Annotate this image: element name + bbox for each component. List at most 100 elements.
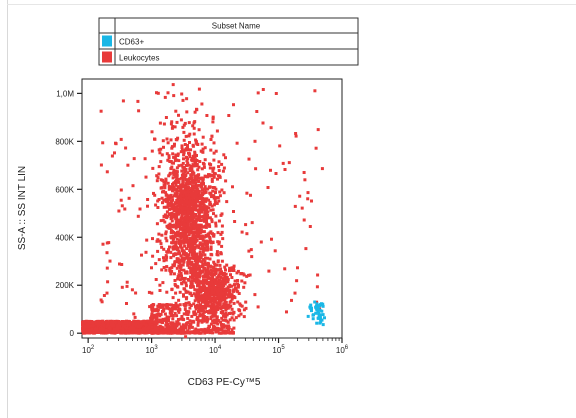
- data-point: [121, 99, 125, 103]
- data-point: [216, 240, 220, 244]
- data-point: [198, 237, 202, 240]
- data-point: [194, 214, 198, 218]
- data-point: [105, 324, 109, 328]
- data-point: [150, 325, 154, 329]
- data-point: [145, 331, 149, 335]
- data-point: [220, 270, 223, 274]
- data-point: [182, 252, 186, 256]
- data-point: [197, 224, 201, 228]
- data-point: [171, 239, 175, 243]
- data-point: [174, 153, 178, 157]
- data-point: [164, 193, 168, 197]
- data-point: [179, 190, 183, 194]
- data-point: [164, 232, 168, 236]
- data-point: [208, 166, 212, 170]
- data-point: [315, 304, 318, 308]
- data-point: [254, 167, 258, 171]
- data-point: [201, 198, 205, 202]
- data-point: [91, 320, 95, 324]
- data-point: [245, 274, 249, 278]
- data-point: [162, 330, 166, 334]
- data-point: [159, 305, 163, 309]
- data-point: [227, 326, 231, 330]
- data-point: [150, 291, 154, 295]
- data-point: [172, 209, 176, 212]
- data-point: [178, 290, 182, 294]
- data-point: [212, 288, 216, 291]
- data-point: [140, 253, 143, 257]
- data-point: [155, 174, 159, 178]
- data-point: [180, 281, 184, 285]
- data-point: [179, 325, 183, 329]
- data-point: [170, 216, 173, 219]
- data-point: [206, 282, 209, 286]
- data-point: [108, 329, 112, 333]
- data-point: [177, 185, 181, 189]
- data-point: [261, 88, 265, 91]
- data-point: [153, 193, 157, 197]
- y-tick-label: 200K: [55, 281, 74, 290]
- data-point: [192, 329, 196, 333]
- data-point: [195, 191, 199, 195]
- data-point: [174, 213, 178, 217]
- data-point: [174, 192, 178, 196]
- data-point: [212, 196, 216, 200]
- data-point: [163, 180, 167, 184]
- data-point: [194, 288, 198, 292]
- data-point: [197, 193, 201, 197]
- data-point: [155, 307, 159, 311]
- data-point: [184, 290, 188, 294]
- data-point: [232, 266, 236, 270]
- data-point: [212, 158, 216, 162]
- data-point: [134, 322, 137, 326]
- data-point: [181, 180, 185, 183]
- data-point: [179, 183, 183, 187]
- data-point: [223, 324, 226, 328]
- data-point: [161, 281, 165, 285]
- data-point: [220, 230, 224, 234]
- data-point: [197, 259, 201, 263]
- data-point: [233, 279, 237, 283]
- data-point: [191, 249, 195, 253]
- data-point: [213, 293, 217, 297]
- data-point: [192, 208, 196, 211]
- data-point: [203, 294, 206, 297]
- data-point: [213, 186, 217, 190]
- y-tick-label: 0: [70, 329, 75, 338]
- data-point: [189, 246, 193, 250]
- data-point: [170, 146, 174, 150]
- data-point: [165, 210, 169, 214]
- data-point: [222, 153, 226, 157]
- data-point: [200, 177, 203, 181]
- data-point: [180, 315, 184, 318]
- data-point: [169, 167, 173, 171]
- data-point: [105, 170, 109, 174]
- data-point: [186, 207, 189, 210]
- data-point: [181, 174, 185, 177]
- data-point: [204, 225, 208, 229]
- data-point: [182, 280, 185, 284]
- data-point: [94, 322, 98, 326]
- data-point: [168, 226, 172, 230]
- data-point: [187, 121, 191, 125]
- data-point: [197, 244, 201, 248]
- data-point: [166, 91, 170, 95]
- data-point: [203, 327, 207, 331]
- data-point: [227, 295, 231, 299]
- data-point: [229, 311, 233, 315]
- data-point: [195, 178, 198, 182]
- data-point: [239, 303, 243, 307]
- data-point: [118, 329, 122, 333]
- data-point: [190, 314, 194, 318]
- data-point: [167, 187, 171, 191]
- data-point: [215, 201, 219, 205]
- data-point: [247, 249, 251, 253]
- data-point: [171, 152, 175, 156]
- data-point: [156, 176, 160, 180]
- data-point: [190, 276, 194, 280]
- data-point: [161, 317, 165, 321]
- data-point: [320, 309, 324, 313]
- data-point: [218, 175, 222, 179]
- data-point: [174, 291, 178, 295]
- data-point: [186, 144, 189, 147]
